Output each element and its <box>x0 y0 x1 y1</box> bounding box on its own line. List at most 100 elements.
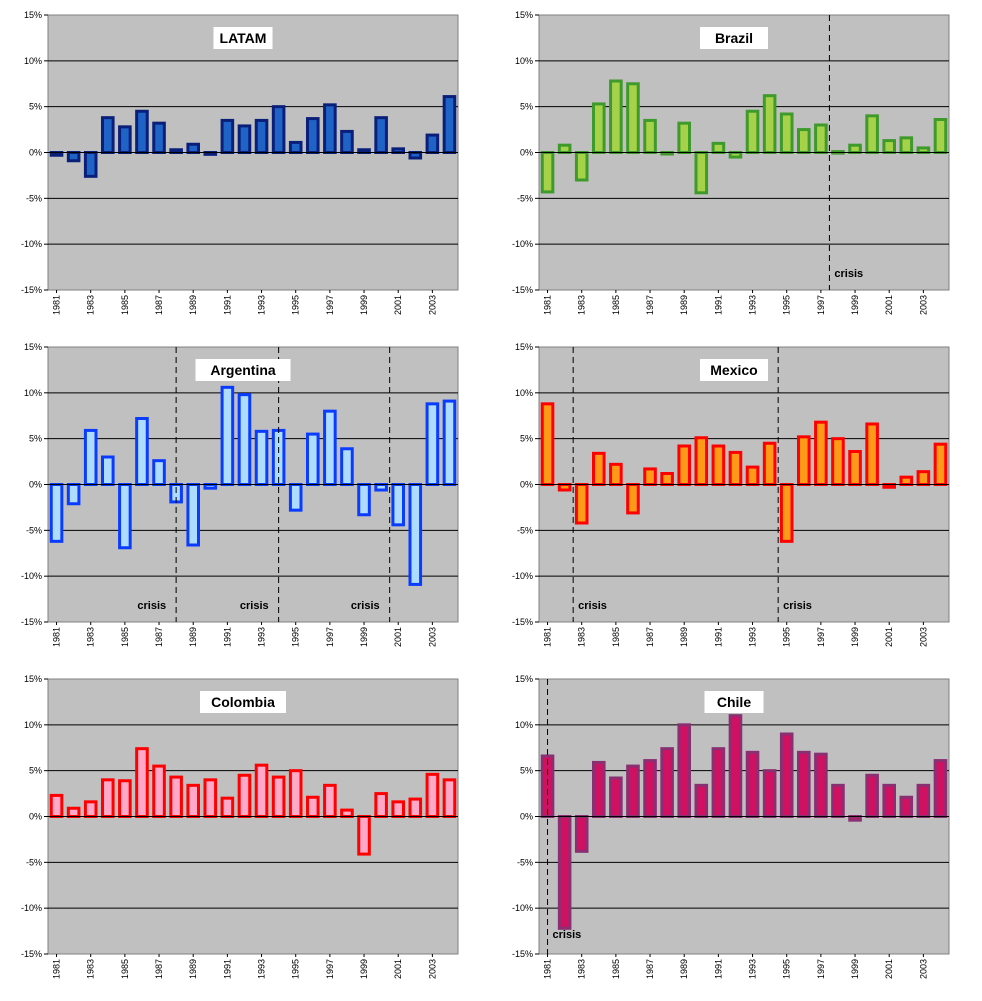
argentina-crisis-label: crisis <box>351 600 380 612</box>
mexico-y-tick-label: 10% <box>515 388 533 398</box>
chile-bar-1988 <box>660 747 674 818</box>
chile-bar-1993 <box>745 750 760 818</box>
brazil-x-tick-label: 1993 <box>748 295 758 315</box>
brazil-bar-1992 <box>728 151 743 159</box>
chile-bar-1981 <box>540 754 555 818</box>
colombia-y-tick-label: 15% <box>24 674 42 684</box>
latam-x-tick-label: 1985 <box>120 295 130 315</box>
brazil-bar-1990 <box>694 151 709 195</box>
brazil-x-tick-label: 1995 <box>782 295 792 315</box>
colombia-y-tick-label: -10% <box>21 903 42 913</box>
brazil-bar-2001 <box>882 139 897 154</box>
argentina-bar-1984 <box>100 455 115 486</box>
brazil-y-tick-label: -15% <box>512 285 533 295</box>
argentina-bar-1982 <box>66 483 81 506</box>
chile-x-tick-label: 1995 <box>782 959 792 979</box>
chile-bar-1986 <box>626 764 640 819</box>
brazil-bar-2004 <box>933 118 948 154</box>
brazil-y-tick-label: -10% <box>512 239 533 249</box>
chart-svg-argentina: -15% -10% -5% 0% 5% 10% 15% 1981 1983 1985 1987 198… <box>21 342 459 647</box>
argentina-bar-1989 <box>186 483 201 547</box>
colombia-bar-1997 <box>323 783 337 819</box>
brazil-bar-1996 <box>796 128 811 154</box>
mexico-bar-1994 <box>762 441 777 486</box>
mexico-bar-1995 <box>779 483 794 543</box>
chart-svg-colombia: -15% -10% -5% 0% 5% 10% 15% 1981 1983 1985 1987 198… <box>21 674 459 979</box>
brazil-y-tick-label: 10% <box>515 56 533 66</box>
chile-bar-1998 <box>831 783 845 819</box>
mexico-x-tick-label: 1989 <box>679 627 689 647</box>
mexico-bar-1992 <box>728 450 743 486</box>
argentina-title-box <box>195 359 291 381</box>
latam-bar-1986 <box>135 109 149 154</box>
colombia-bar-1999 <box>357 815 371 856</box>
chart-panel-latam: -15% -10% -5% 0% 5% 10% 15% 1981 1983 1985 1987 198… <box>0 0 491 332</box>
colombia-x-tick-label: 2001 <box>393 959 403 979</box>
argentina-bar-2003 <box>425 402 440 486</box>
mexico-x-tick-label: 1985 <box>611 627 621 647</box>
colombia-x-tick-label: 1997 <box>325 959 335 979</box>
argentina-y-tick-label: -15% <box>21 617 42 627</box>
colombia-bar-1995 <box>288 769 303 818</box>
mexico-y-tick-label: -15% <box>512 617 533 627</box>
colombia-bar-1987 <box>152 764 166 819</box>
brazil-title-box <box>700 27 768 49</box>
mexico-y-tick-label: -10% <box>512 571 533 581</box>
brazil-x-tick-label: 1987 <box>645 295 655 315</box>
latam-bar-1987 <box>152 121 166 154</box>
colombia-x-tick-label: 1995 <box>291 959 301 979</box>
argentina-title: Argentina <box>210 362 276 378</box>
mexico-bar-1988 <box>660 472 674 486</box>
colombia-y-tick-label: 0% <box>29 812 42 822</box>
mexico-bar-2004 <box>933 442 948 486</box>
colombia-x-tick-label: 1993 <box>257 959 267 979</box>
argentina-y-tick-label: 0% <box>29 480 42 490</box>
colombia-bar-2002 <box>408 797 423 818</box>
brazil-bar-1993 <box>745 109 760 154</box>
brazil-title: Brazil <box>715 30 753 46</box>
latam-bar-1983 <box>83 151 98 178</box>
brazil-x-tick-label: 1999 <box>850 295 860 315</box>
mexico-bar-1986 <box>626 483 640 515</box>
chile-bar-2001 <box>882 783 897 819</box>
mexico-x-tick-label: 1987 <box>645 627 655 647</box>
argentina-y-tick-label: 5% <box>29 434 42 444</box>
argentina-bar-1995 <box>288 483 303 512</box>
argentina-bar-1997 <box>323 409 337 486</box>
chile-y-tick-label: -5% <box>517 857 533 867</box>
argentina-x-tick-label: 1985 <box>120 627 130 647</box>
chile-y-tick-label: 15% <box>515 674 533 684</box>
argentina-bar-1992 <box>237 393 252 487</box>
chile-bar-1984 <box>591 760 606 818</box>
latam-title-box <box>213 27 273 49</box>
brazil-bar-1999 <box>848 143 862 155</box>
argentina-x-tick-label: 1999 <box>359 627 369 647</box>
argentina-bar-1986 <box>135 417 149 486</box>
argentina-crisis-label: crisis <box>137 600 166 612</box>
latam-bar-2003 <box>425 133 440 154</box>
chile-bar-1990 <box>694 783 709 819</box>
argentina-x-tick-label: 1983 <box>86 627 96 647</box>
chart-panel-argentina: -15% -10% -5% 0% 5% 10% 15% 1981 1983 1985 1987 198… <box>0 332 491 664</box>
colombia-bar-1982 <box>66 806 81 818</box>
brazil-bar-2003 <box>916 146 931 155</box>
colombia-title-box <box>200 691 286 713</box>
argentina-x-tick-label: 1997 <box>325 627 335 647</box>
latam-bar-1997 <box>323 103 337 155</box>
chile-y-tick-label: 0% <box>520 812 533 822</box>
chile-bar-1997 <box>814 752 828 818</box>
mexico-x-tick-label: 2001 <box>884 627 894 647</box>
chile-y-tick-label: -10% <box>512 903 533 913</box>
latam-y-tick-label: -10% <box>21 239 42 249</box>
latam-bar-2004 <box>442 95 457 155</box>
mexico-x-tick-label: 1997 <box>816 627 826 647</box>
colombia-x-tick-label: 1981 <box>52 959 62 979</box>
argentina-x-tick-label: 1981 <box>52 627 62 647</box>
chart-panel-mexico: -15% -10% -5% 0% 5% 10% 15% 1981 1983 1985 1987 198… <box>491 332 982 664</box>
brazil-y-tick-label: 15% <box>515 10 533 20</box>
argentina-bar-2001 <box>391 483 406 527</box>
chile-x-tick-label: 1993 <box>748 959 758 979</box>
chile-x-tick-label: 2001 <box>884 959 894 979</box>
chile-x-tick-label: 1983 <box>577 959 587 979</box>
